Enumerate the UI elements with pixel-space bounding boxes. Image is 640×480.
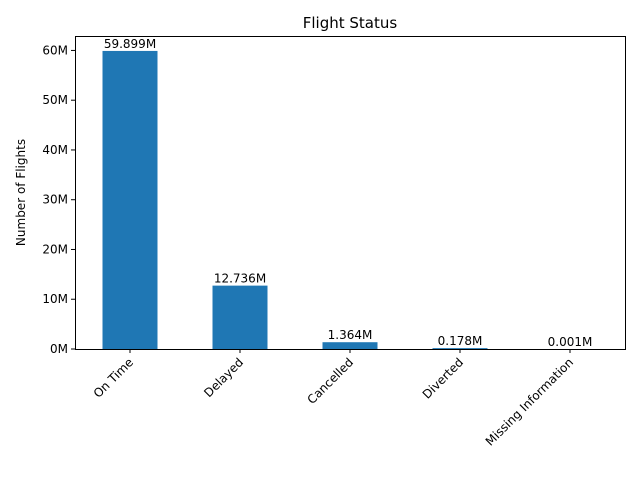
y-tick-label: 0M (50, 342, 68, 356)
x-tick-label: Missing Information (483, 355, 576, 448)
bar-delayed (212, 285, 268, 349)
y-tick-label: 20M (42, 242, 68, 256)
data-label: 12.736M (214, 272, 266, 286)
data-label: 0.001M (548, 335, 593, 349)
x-tick-label: Delayed (201, 355, 246, 400)
bar-on-time (102, 50, 158, 349)
chart-title: Flight Status (303, 14, 398, 32)
y-axis-label: Number of Flights (14, 139, 28, 246)
y-tick-label: 60M (42, 43, 68, 57)
y-tick-label: 30M (42, 193, 68, 207)
bars-group (102, 50, 598, 349)
data-labels-group: 59.899M 12.736M 1.364M 0.178M 0.001M (104, 37, 593, 349)
y-tick-label: 50M (42, 93, 68, 107)
bar-diverted (432, 348, 488, 349)
data-label: 0.178M (438, 334, 483, 348)
y-tick-label: 40M (42, 143, 68, 157)
x-tick-label: Cancelled (305, 355, 357, 407)
x-axis: On Time Delayed Cancelled Diverted Missing I… (91, 349, 576, 449)
x-tick-label: Diverted (420, 355, 466, 401)
bar-cancelled (322, 342, 378, 349)
data-label: 59.899M (104, 37, 156, 51)
x-tick-label: On Time (91, 355, 136, 400)
y-tick-label: 10M (42, 292, 68, 306)
y-axis: 0M 10M 20M 30M 40M 50M 60M (42, 43, 75, 356)
plot-frame (75, 36, 626, 350)
data-label: 1.364M (328, 328, 373, 342)
